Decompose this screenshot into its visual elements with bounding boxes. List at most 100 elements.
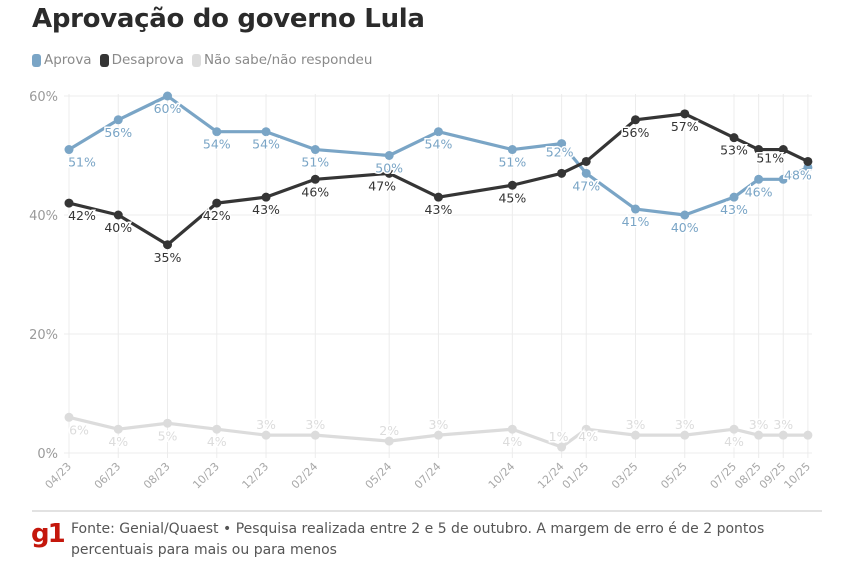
legend-label-nao-sabe: Não sabe/não respondeu	[203, 52, 373, 68]
data-point-desaprova	[384, 168, 394, 178]
data-point-desaprova	[581, 156, 591, 166]
data-point-nao-sabe	[581, 424, 591, 434]
data-point-aprova	[680, 210, 690, 220]
legend-swatch-nao-sabe	[191, 53, 201, 67]
x-tick-label: 02/24	[289, 460, 321, 492]
data-label-aprova: 54%	[425, 137, 453, 152]
legend-swatch-aprova	[32, 53, 41, 67]
legend: Aprova Desaprova Não sabe/não respondeu	[32, 52, 372, 68]
data-point-aprova	[212, 127, 222, 137]
data-label-nao-sabe: 3%	[773, 417, 793, 432]
legend-label-aprova: Aprova	[44, 52, 92, 68]
series-group	[64, 91, 813, 452]
data-labels: 6% 4% 5% 4% 3% 3% 2% 3% 4% 1% 4% 3% 3% 4% 3% 3% 51% 56% 60…	[67, 100, 814, 451]
data-label-nao-sabe: 3%	[626, 417, 646, 432]
legend-item-aprova[interactable]: Aprova	[32, 52, 92, 68]
data-label-aprova: 50%	[375, 161, 403, 176]
data-label-nao-sabe: 3%	[305, 417, 325, 432]
legend-swatch-desaprova	[99, 53, 109, 67]
data-point-nao-sabe	[630, 430, 640, 440]
y-axis: 0% 20% 40% 60%	[29, 90, 58, 462]
data-label-aprova: 40%	[671, 220, 699, 235]
data-label-nao-sabe: 1%	[549, 429, 569, 444]
data-label-nao-sabe: 4%	[207, 434, 227, 449]
data-label-desaprova: 51%	[756, 151, 784, 166]
data-label-aprova: 46%	[745, 184, 773, 199]
legend-item-desaprova[interactable]: Desaprova	[99, 52, 184, 68]
data-point-nao-sabe	[507, 424, 517, 434]
data-point-desaprova	[261, 192, 271, 202]
data-point-aprova	[581, 168, 591, 178]
data-label-aprova: 54%	[252, 137, 280, 152]
grid	[64, 94, 812, 458]
data-point-nao-sabe	[384, 436, 394, 446]
data-point-desaprova	[630, 115, 640, 125]
legend-label-desaprova: Desaprova	[111, 52, 184, 68]
data-point-aprova	[113, 115, 123, 125]
data-point-aprova	[557, 139, 567, 149]
y-tick-label: 20%	[29, 328, 58, 343]
data-label-desaprova: 42%	[203, 208, 231, 223]
footer-divider	[32, 510, 822, 512]
data-label-desaprova: 57%	[671, 119, 699, 134]
data-label-nao-sabe: 4%	[578, 429, 598, 444]
data-label-aprova: 51%	[301, 155, 329, 170]
data-point-aprova	[384, 151, 394, 160]
data-label-aprova: 56%	[104, 125, 132, 140]
data-label-nao-sabe: 3%	[256, 417, 276, 432]
data-label-aprova: 43%	[720, 202, 748, 217]
data-point-nao-sabe	[212, 424, 222, 434]
data-label-aprova: 47%	[572, 178, 600, 193]
data-point-aprova	[310, 145, 320, 155]
data-label-desaprova: 46%	[301, 184, 329, 199]
data-point-nao-sabe	[64, 412, 74, 422]
data-point-desaprova	[113, 210, 123, 220]
x-tick-label: 07/24	[412, 460, 444, 492]
data-label-aprova: 51%	[498, 155, 526, 170]
data-point-aprova	[261, 127, 271, 137]
data-label-desaprova: 53%	[720, 143, 748, 158]
data-point-desaprova	[507, 180, 517, 190]
y-tick-label: 0%	[37, 447, 58, 462]
data-label-aprova: 41%	[622, 214, 650, 229]
data-label-desaprova: 43%	[252, 202, 280, 217]
data-point-aprova	[630, 204, 640, 214]
data-label-aprova: 52%	[546, 145, 574, 160]
data-point-aprova	[64, 145, 74, 155]
data-point-nao-sabe	[778, 430, 788, 440]
data-point-desaprova	[778, 145, 788, 155]
source-note: Fonte: Genial/Quaest • Pesquisa realizad…	[71, 521, 765, 558]
data-label-aprova: 48%	[784, 167, 812, 182]
data-label-nao-sabe: 3%	[675, 417, 695, 432]
data-label-nao-sabe: 3%	[749, 417, 769, 432]
data-label-desaprova: 47%	[368, 178, 396, 193]
data-label-nao-sabe: 6%	[69, 422, 89, 437]
x-tick-label: 08/23	[141, 460, 173, 492]
data-point-aprova	[729, 192, 739, 202]
data-point-desaprova	[212, 198, 222, 208]
legend-item-nao-sabe[interactable]: Não sabe/não respondeu	[191, 52, 373, 68]
data-point-nao-sabe	[433, 430, 443, 440]
data-point-nao-sabe	[310, 430, 320, 440]
data-point-desaprova	[754, 145, 764, 155]
data-label-nao-sabe: 4%	[502, 434, 522, 449]
x-tick-label: 08/25	[732, 460, 764, 492]
data-point-desaprova	[557, 168, 567, 178]
g1-logo: g1	[31, 519, 66, 549]
data-label-aprova: 54%	[203, 137, 231, 152]
data-point-nao-sabe	[163, 418, 173, 428]
data-point-aprova	[778, 174, 788, 184]
x-axis: 04/23 06/23 08/23 10/23 12/23 02/24 05/24 07/24…	[43, 460, 814, 492]
x-tick-label: 10/25	[781, 460, 813, 492]
data-label-desaprova: 40%	[104, 220, 132, 235]
data-point-aprova	[507, 145, 517, 155]
data-point-desaprova	[680, 109, 690, 119]
data-point-desaprova	[310, 174, 320, 184]
data-label-desaprova: 56%	[622, 125, 650, 140]
data-point-nao-sabe	[803, 430, 813, 440]
data-point-aprova	[163, 91, 173, 101]
data-label-desaprova: 35%	[154, 250, 182, 265]
x-tick-label: 12/24	[535, 460, 567, 492]
data-label-aprova: 51%	[68, 155, 96, 170]
